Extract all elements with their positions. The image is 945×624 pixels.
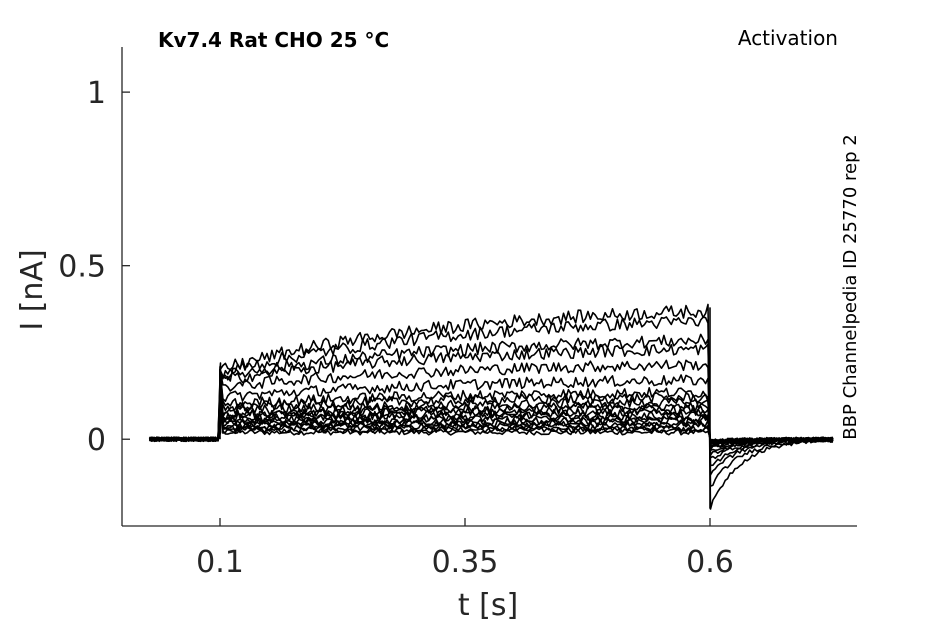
current-trace (149, 333, 834, 476)
x-axis-label: t [s] (458, 588, 518, 623)
current-trace (149, 369, 834, 447)
current-trace (148, 316, 834, 487)
chart-title: Kv7.4 Rat CHO 25 °C (158, 28, 389, 52)
current-trace (149, 359, 834, 460)
x-tick-label: 0.35 (432, 545, 499, 580)
chart-subtitle: Activation (738, 26, 838, 50)
current-trace (149, 369, 834, 447)
x-tick-label: 0.1 (196, 545, 244, 580)
current-trace (149, 369, 834, 452)
current-trace (149, 303, 834, 510)
current-trace (148, 369, 834, 451)
y-axis-label: I [nA] (15, 249, 50, 330)
traces-group (148, 303, 834, 510)
y-ticks-group: 00.51 (58, 76, 130, 458)
y-tick-label: 0 (87, 423, 106, 458)
x-ticks-group: 0.1 0.35 0.6 (196, 518, 734, 580)
x-tick-label: 0.6 (686, 545, 734, 580)
y-tick-label: 1 (87, 76, 106, 111)
side-label: BBP Channelpedia ID 25770 rep 2 (840, 134, 861, 439)
current-trace (149, 369, 834, 456)
y-tick-label: 0.5 (58, 250, 106, 285)
